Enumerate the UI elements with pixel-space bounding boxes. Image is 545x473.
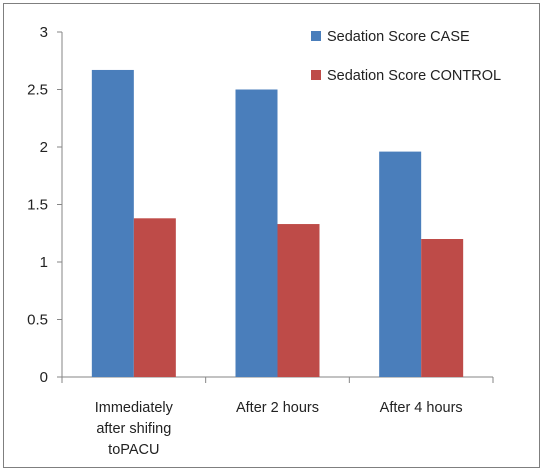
bar-sedation-score-case-0: [91, 69, 134, 377]
bar-sedation-score-control-2: [421, 239, 464, 377]
x-category-label-line: Immediately: [95, 400, 174, 416]
y-tick-label: 2.5: [27, 82, 48, 99]
bar-sedation-score-control-1: [277, 224, 320, 377]
chart-labels: 0 0.5 1 1.5 2 2.5 3 Immediately after shifing toP…: [27, 24, 463, 458]
y-tick-label: 0: [40, 369, 48, 386]
legend-swatch: [311, 70, 321, 80]
legend-label: Sedation Score CASE: [327, 29, 470, 45]
y-tick-label: 3: [40, 24, 48, 41]
y-tick-label: 0.5: [27, 312, 48, 329]
x-category-label: After 4 hours: [380, 400, 463, 416]
chart-bars: [91, 69, 464, 377]
y-tick-label: 2: [40, 139, 48, 156]
chart-legend: Sedation Score CASE Sedation Score CONTRO…: [311, 29, 501, 84]
y-tick-label: 1: [40, 254, 48, 271]
x-category-label-line: After 4 hours: [380, 400, 463, 416]
x-category-label-line: after shifing: [96, 421, 171, 437]
x-category-label-line: toPACU: [108, 442, 159, 458]
bar-sedation-score-case-2: [379, 151, 422, 377]
legend-swatch: [311, 31, 321, 41]
bar-sedation-score-control-0: [133, 218, 176, 377]
x-category-label: Immediately after shifing toPACU: [95, 400, 174, 458]
x-category-label-line: After 2 hours: [236, 400, 319, 416]
y-tick-label: 1.5: [27, 197, 48, 214]
x-category-label: After 2 hours: [236, 400, 319, 416]
legend-label: Sedation Score CONTROL: [327, 68, 501, 84]
bar-sedation-score-case-1: [235, 89, 278, 377]
